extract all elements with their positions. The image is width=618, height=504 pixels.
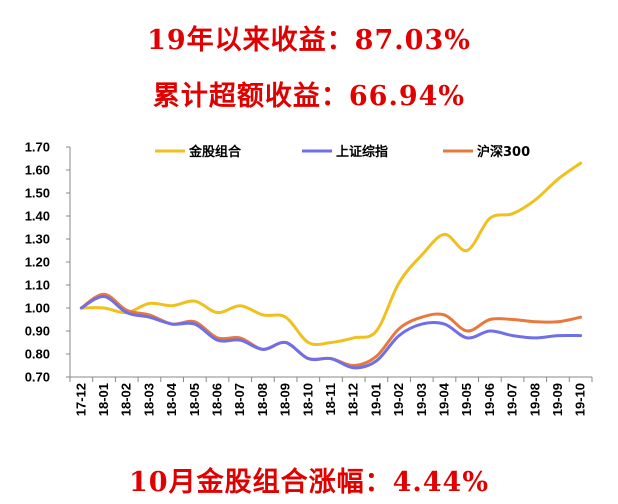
x-tick-label: 19-04 [436,382,451,416]
x-tick-label: 18-11 [323,383,338,416]
x-tick-label: 19-01 [368,383,383,416]
x-tick-label: 18-01 [96,383,111,416]
x-tick-label: 18-09 [278,383,293,416]
ytd-return-headline: 19年以来收益：87.03% [147,25,471,56]
legend-label: 金股组合 [188,144,242,160]
y-tick-label: 1.60 [25,163,50,178]
chart-series [79,161,583,370]
excess-return-headline: 累计超额收益：66.94% [152,81,466,112]
x-tick-label: 18-12 [346,383,361,416]
chart-legend: 金股组合 上证综指 沪深300 [155,144,530,160]
y-tick-label: 1.40 [25,209,50,224]
series-line-1 [79,295,583,370]
y-tick-label: 1.30 [25,232,50,247]
x-tick-label: 18-03 [141,383,156,416]
y-tick-label: 1.70 [25,140,50,155]
x-tick-label: 19-09 [550,383,565,416]
x-tick-label: 19-07 [505,383,520,416]
x-tick-label: 17-12 [73,383,88,416]
x-tick-label: 18-08 [255,383,270,416]
x-tick-label: 18-10 [300,383,315,416]
x-tick-label: 18-05 [187,383,202,416]
y-tick-label: 1.50 [25,186,50,201]
x-tick-label: 19-03 [414,383,429,416]
legend-label: 上证综指 [336,144,388,160]
line-chart: 0.70 0.80 0.90 1.00 1.10 1.20 1.30 1.40 1.50 1.60… [25,140,593,416]
x-tick-label: 19-02 [391,383,406,416]
legend-label: 沪深300 [477,144,530,160]
x-tick-label: 19-08 [527,383,542,416]
chart-axes: 0.70 0.80 0.90 1.00 1.10 1.20 1.30 1.40 1.50 1.60… [25,140,593,416]
x-tick-label: 19-10 [573,383,588,416]
x-tick-label: 18-07 [232,383,247,416]
x-tick-label: 18-04 [164,382,179,416]
y-tick-label: 1.10 [25,278,50,293]
x-tick-label: 18-02 [119,383,134,416]
y-tick-label: 1.20 [25,255,50,270]
y-tick-label: 0.90 [25,324,50,339]
x-tick-label: 19-06 [482,383,497,416]
y-tick-label: 0.80 [25,347,50,362]
y-tick-label: 1.00 [25,301,50,316]
x-tick-label: 19-05 [459,383,474,416]
series-line-0 [79,161,583,347]
monthly-gain-headline: 10月金股组合涨幅：4.44% [129,467,489,498]
y-tick-label: 0.70 [25,370,50,385]
x-tick-label: 18-06 [210,383,225,416]
